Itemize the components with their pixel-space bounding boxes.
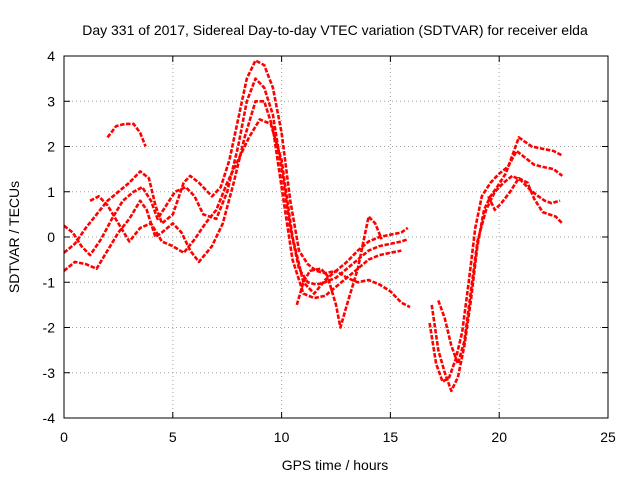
data-series-arc-6 — [295, 215, 383, 329]
data-series-arc-8 — [428, 149, 564, 384]
x-tick-label: 5 — [169, 429, 177, 445]
y-tick-label: -4 — [43, 410, 56, 426]
axis-ticks: 0 5 10 15 20 25 -4 -3 -2 -1 0 1 2 3 4 — [43, 48, 616, 445]
x-tick-label: 15 — [383, 429, 399, 445]
x-tick-label: 0 — [60, 429, 68, 445]
y-tick-label: 3 — [47, 93, 55, 109]
y-axis-label: SDTVAR / TECUs — [6, 181, 22, 293]
data-series-arc-3 — [63, 77, 409, 286]
y-tick-label: -3 — [43, 365, 56, 381]
data-series-arc-4 — [63, 100, 402, 300]
data-series-arc-9 — [437, 174, 561, 366]
data-series-arc-1 — [106, 122, 147, 147]
data-series-arc-5 — [89, 118, 411, 309]
data-series-arc-2 — [63, 59, 409, 275]
grid-lines — [64, 56, 608, 418]
x-tick-label: 25 — [600, 429, 616, 445]
y-tick-label: 1 — [47, 184, 55, 200]
x-tick-label: 10 — [274, 429, 290, 445]
y-tick-label: 0 — [47, 229, 55, 245]
y-tick-label: 4 — [47, 48, 55, 64]
data-series-arc-7 — [430, 136, 563, 393]
chart-title: Day 331 of 2017, Sidereal Day-to-day VTE… — [82, 22, 588, 38]
x-tick-label: 20 — [491, 429, 507, 445]
y-tick-label: -1 — [43, 274, 56, 290]
y-tick-label: -2 — [43, 320, 56, 336]
data-traces — [63, 59, 564, 393]
data-series-arc-10 — [487, 176, 564, 225]
y-tick-label: 2 — [47, 139, 55, 155]
x-axis-label: GPS time / hours — [282, 457, 389, 473]
